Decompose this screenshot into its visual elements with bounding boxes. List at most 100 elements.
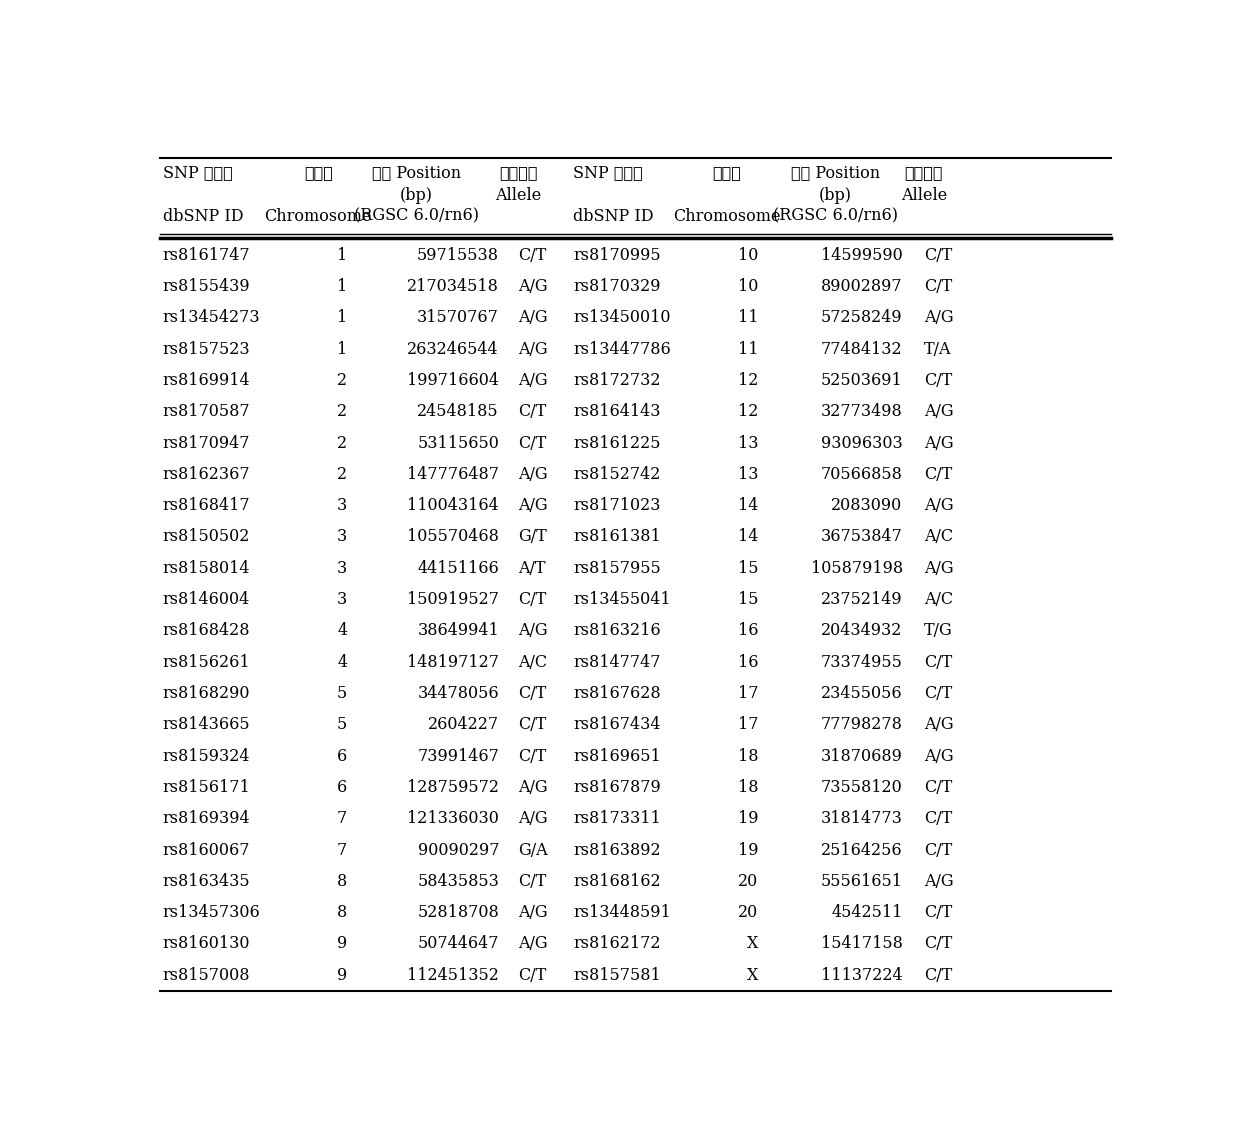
Text: rs8161747: rs8161747 bbox=[162, 247, 250, 264]
Text: A/G: A/G bbox=[924, 434, 954, 451]
Text: 10: 10 bbox=[738, 247, 759, 264]
Text: 73991467: 73991467 bbox=[417, 748, 498, 765]
Text: rs8160130: rs8160130 bbox=[162, 935, 250, 952]
Text: 4542511: 4542511 bbox=[831, 905, 903, 922]
Text: rs8157581: rs8157581 bbox=[573, 967, 661, 984]
Text: A/C: A/C bbox=[924, 591, 952, 608]
Text: 105879198: 105879198 bbox=[811, 559, 903, 576]
Text: 18: 18 bbox=[738, 779, 759, 796]
Text: 14: 14 bbox=[738, 497, 759, 514]
Text: 15417158: 15417158 bbox=[821, 935, 903, 952]
Text: rs8169914: rs8169914 bbox=[162, 372, 250, 389]
Text: A/G: A/G bbox=[924, 497, 954, 514]
Text: 50744647: 50744647 bbox=[418, 935, 498, 952]
Text: C/T: C/T bbox=[518, 247, 547, 264]
Text: 110043164: 110043164 bbox=[407, 497, 498, 514]
Text: 23455056: 23455056 bbox=[821, 685, 903, 702]
Text: A/G: A/G bbox=[518, 935, 548, 952]
Text: rs8167628: rs8167628 bbox=[573, 685, 661, 702]
Text: 73374955: 73374955 bbox=[821, 654, 903, 671]
Text: rs8146004: rs8146004 bbox=[162, 591, 250, 608]
Text: 2083090: 2083090 bbox=[831, 497, 903, 514]
Text: C/T: C/T bbox=[924, 466, 952, 483]
Text: 121336030: 121336030 bbox=[407, 810, 498, 827]
Text: 90090297: 90090297 bbox=[418, 841, 498, 858]
Text: A/G: A/G bbox=[924, 748, 954, 765]
Text: rs8152742: rs8152742 bbox=[573, 466, 661, 483]
Text: rs13455041: rs13455041 bbox=[573, 591, 671, 608]
Text: 9: 9 bbox=[337, 967, 347, 984]
Text: rs8160067: rs8160067 bbox=[162, 841, 250, 858]
Text: 3: 3 bbox=[337, 591, 347, 608]
Text: rs8162367: rs8162367 bbox=[162, 466, 250, 483]
Text: Chromosome: Chromosome bbox=[673, 208, 780, 224]
Text: C/T: C/T bbox=[924, 372, 952, 389]
Text: A/G: A/G bbox=[518, 372, 548, 389]
Text: 44151166: 44151166 bbox=[418, 559, 498, 576]
Text: C/T: C/T bbox=[924, 277, 952, 296]
Text: C/T: C/T bbox=[924, 905, 952, 922]
Text: 8: 8 bbox=[337, 873, 347, 890]
Text: 2: 2 bbox=[337, 466, 347, 483]
Text: A/G: A/G bbox=[518, 309, 548, 326]
Text: rs8170587: rs8170587 bbox=[162, 404, 250, 421]
Text: 263246544: 263246544 bbox=[408, 341, 498, 358]
Text: rs8168428: rs8168428 bbox=[162, 623, 250, 640]
Text: C/T: C/T bbox=[518, 967, 547, 984]
Text: C/T: C/T bbox=[518, 591, 547, 608]
Text: 19: 19 bbox=[738, 841, 759, 858]
Text: rs8157955: rs8157955 bbox=[573, 559, 661, 576]
Text: 染色体: 染色体 bbox=[712, 165, 742, 182]
Text: rs8169394: rs8169394 bbox=[162, 810, 250, 827]
Text: rs8158014: rs8158014 bbox=[162, 559, 250, 576]
Text: rs8161225: rs8161225 bbox=[573, 434, 661, 451]
Text: T/A: T/A bbox=[924, 341, 951, 358]
Text: A/T: A/T bbox=[518, 559, 546, 576]
Text: A/G: A/G bbox=[518, 779, 548, 796]
Text: 9: 9 bbox=[337, 935, 347, 952]
Text: rs8155439: rs8155439 bbox=[162, 277, 250, 296]
Text: rs13448591: rs13448591 bbox=[573, 905, 671, 922]
Text: T/G: T/G bbox=[924, 623, 952, 640]
Text: rs8156261: rs8156261 bbox=[162, 654, 250, 671]
Text: (bp): (bp) bbox=[818, 187, 852, 204]
Text: 13: 13 bbox=[738, 466, 759, 483]
Text: A/G: A/G bbox=[518, 466, 548, 483]
Text: rs8150502: rs8150502 bbox=[162, 529, 250, 546]
Text: 2: 2 bbox=[337, 404, 347, 421]
Text: rs8163435: rs8163435 bbox=[162, 873, 250, 890]
Text: 18: 18 bbox=[738, 748, 759, 765]
Text: A/G: A/G bbox=[518, 623, 548, 640]
Text: C/T: C/T bbox=[924, 935, 952, 952]
Text: 等位基因: 等位基因 bbox=[904, 165, 944, 182]
Text: 1: 1 bbox=[337, 277, 347, 296]
Text: (RGSC 6.0/rn6): (RGSC 6.0/rn6) bbox=[353, 208, 479, 224]
Text: C/T: C/T bbox=[518, 873, 547, 890]
Text: 89002897: 89002897 bbox=[821, 277, 903, 296]
Text: 93096303: 93096303 bbox=[821, 434, 903, 451]
Text: 6: 6 bbox=[337, 779, 347, 796]
Text: G/T: G/T bbox=[518, 529, 547, 546]
Text: 32773498: 32773498 bbox=[821, 404, 903, 421]
Text: C/T: C/T bbox=[518, 434, 547, 451]
Text: C/T: C/T bbox=[924, 654, 952, 671]
Text: A/C: A/C bbox=[924, 529, 952, 546]
Text: A/G: A/G bbox=[518, 810, 548, 827]
Text: 位置 Position: 位置 Position bbox=[791, 165, 880, 182]
Text: A/G: A/G bbox=[518, 497, 548, 514]
Text: 217034518: 217034518 bbox=[407, 277, 498, 296]
Text: 57258249: 57258249 bbox=[821, 309, 903, 326]
Text: 3: 3 bbox=[337, 497, 347, 514]
Text: rs8171023: rs8171023 bbox=[573, 497, 661, 514]
Text: 12: 12 bbox=[738, 372, 759, 389]
Text: 6: 6 bbox=[337, 748, 347, 765]
Text: rs8168417: rs8168417 bbox=[162, 497, 250, 514]
Text: 7: 7 bbox=[337, 841, 347, 858]
Text: SNP 序列号: SNP 序列号 bbox=[573, 165, 642, 182]
Text: 11137224: 11137224 bbox=[821, 967, 903, 984]
Text: C/T: C/T bbox=[924, 779, 952, 796]
Text: 147776487: 147776487 bbox=[407, 466, 498, 483]
Text: 17: 17 bbox=[738, 685, 759, 702]
Text: 16: 16 bbox=[738, 623, 759, 640]
Text: C/T: C/T bbox=[924, 247, 952, 264]
